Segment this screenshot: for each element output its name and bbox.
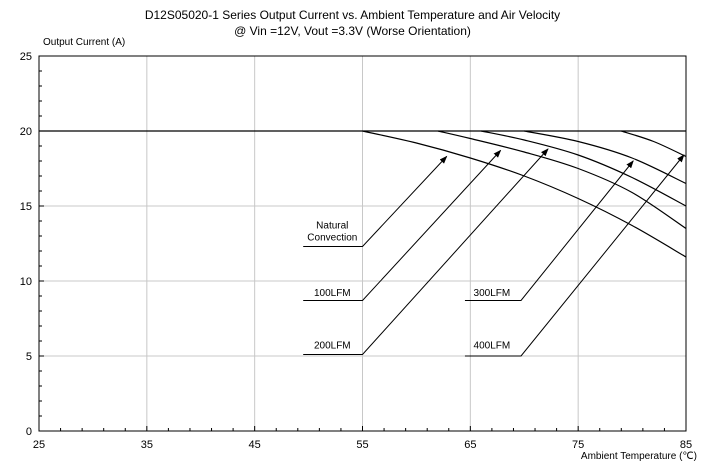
y-tick-label: 20 [20,126,32,138]
callout-label: Natural [316,221,348,232]
chart-subtitle: @ Vin =12V, Vout =3.3V (Worse Orientatio… [234,24,471,38]
x-tick-label: 55 [356,439,368,451]
derating-curve-2 [480,130,687,207]
derating-curve-1 [437,130,687,229]
callout-label: 400LFM [474,341,511,352]
derating-curve-3 [524,130,687,185]
callout-label: 300LFM [474,288,511,299]
callout-arrow-4 [464,154,685,357]
chart-title: D12S05020-1 Series Output Current vs. Am… [144,8,561,22]
callout-label: 200LFM [314,341,351,352]
callout-label: 100LFM [314,288,351,299]
callout-label: Convection [307,233,357,244]
callout-arrow-1 [303,149,502,301]
y-tick-label: 0 [26,426,32,438]
callout-arrow-3 [464,160,634,301]
y-axis-label: Output Current (A) [43,37,126,48]
x-tick-label: 35 [141,439,153,451]
x-tick-label: 25 [33,439,45,451]
callout-arrow-2 [303,148,549,355]
derating-curve-4 [621,130,687,158]
x-tick-label: 85 [680,439,692,451]
x-tick-label: 65 [464,439,476,451]
y-tick-label: 5 [26,351,32,363]
y-tick-label: 15 [20,201,32,213]
x-axis-label: Ambient Temperature (℃) [580,451,697,462]
x-tick-label: 75 [572,439,584,451]
y-tick-label: 25 [20,51,32,63]
callout-arrow-0 [303,155,448,247]
y-tick-label: 10 [20,276,32,288]
x-tick-label: 45 [249,439,261,451]
